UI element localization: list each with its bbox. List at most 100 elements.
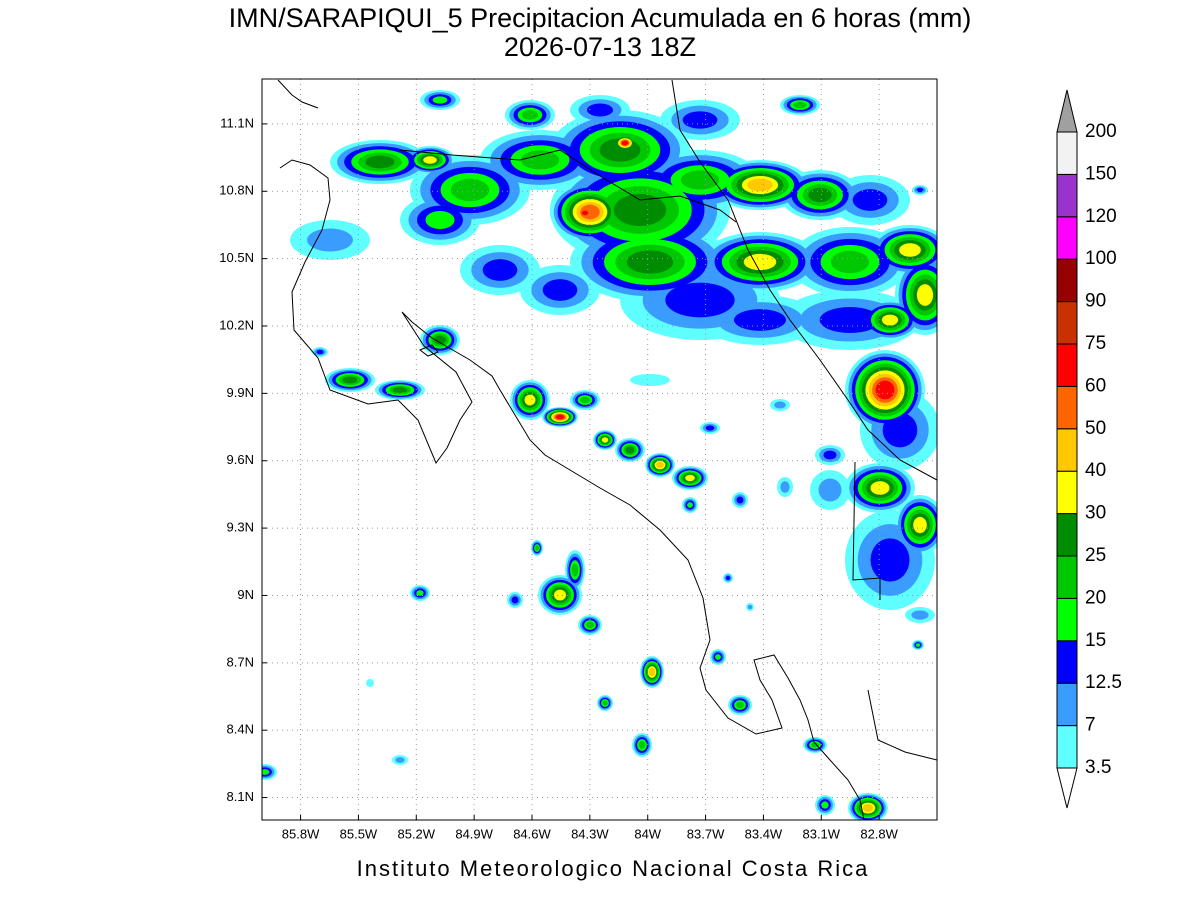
precip-contour: [736, 496, 744, 504]
colorbar-label: 50: [1085, 418, 1106, 439]
precip-contour: [482, 259, 518, 281]
precip-contour: [911, 610, 929, 620]
colorbar-segment: [1056, 131, 1078, 175]
colorbar-segment: [1056, 343, 1078, 387]
precip-contour: [316, 349, 324, 355]
footer: Instituto Meteorologico Nacional Costa R…: [357, 856, 870, 881]
precip-contour: [542, 279, 578, 301]
colorbar-label: 40: [1085, 460, 1106, 481]
precip-contour: [262, 769, 270, 775]
colorbar-segment: [1056, 682, 1078, 727]
colorbar-label: 7: [1085, 715, 1096, 736]
x-tick-label: 84.3W: [571, 826, 609, 841]
precip-contour: [870, 538, 910, 582]
title: IMN/SARAPIQUI_5 Precipitacion Acumulada …: [229, 3, 972, 33]
precip-contour: [416, 590, 424, 596]
colorbar-segment: [1056, 555, 1078, 599]
x-tick-label: 85.5W: [340, 826, 378, 841]
coastline: [671, 79, 937, 481]
x-tick-label: 83.7W: [687, 826, 725, 841]
precip-contour: [747, 178, 773, 192]
colorbar-under: [1056, 767, 1078, 809]
precip-contour: [819, 307, 881, 333]
precip-contour: [916, 284, 934, 306]
precip-contour: [450, 178, 490, 202]
x-tick-label: 84.9W: [455, 826, 493, 841]
precip-contour: [811, 742, 819, 748]
y-tick-label: 8.7N: [227, 654, 254, 669]
colorbar-segment: [1056, 470, 1078, 515]
precip-contour: [520, 150, 560, 170]
y-tick-label: 11.1N: [220, 115, 254, 130]
precip-contour: [580, 396, 590, 404]
precip-contour: [830, 250, 870, 274]
coastline: [277, 79, 319, 109]
y-tick-label: 9.3N: [227, 520, 254, 535]
precip-contour: [747, 604, 753, 610]
y-tick-label: 8.4N: [227, 722, 254, 737]
precip-contour: [875, 380, 895, 400]
precip-contour: [656, 461, 664, 469]
precip-contour: [630, 374, 670, 386]
precip-contour: [587, 103, 613, 117]
precip-contour: [621, 140, 629, 146]
colorbar-label: 120: [1085, 206, 1117, 227]
coastline: [867, 689, 937, 761]
colorbar-label: 12.5: [1085, 672, 1122, 693]
precip-contour: [307, 228, 353, 252]
precip-contour: [780, 481, 790, 493]
precip-contour: [736, 701, 744, 709]
border: [852, 461, 881, 600]
colorbar-segment: [1056, 258, 1078, 303]
precip-contour: [899, 243, 921, 257]
precip-contour: [665, 282, 735, 318]
x-tick-label: 83.4W: [745, 826, 783, 841]
coastlines: [277, 79, 937, 820]
precip-contour: [613, 193, 667, 227]
precip-contour: [366, 679, 374, 687]
precip-contour: [821, 801, 829, 809]
precip-contour: [602, 700, 608, 706]
colorbar-segment: [1056, 597, 1078, 642]
plot-frame: [261, 78, 938, 821]
precip-contour: [774, 401, 786, 409]
subtitle: 2026-07-13 18Z: [504, 32, 696, 62]
precip-contour: [554, 589, 566, 601]
precip-contour: [522, 110, 538, 120]
precip-contour: [916, 187, 924, 193]
precip-contour: [626, 250, 674, 274]
island: [419, 344, 439, 357]
precip-contour: [535, 545, 539, 551]
colorbar-over: [1056, 89, 1078, 133]
precip-contour: [823, 450, 837, 460]
precip-contour: [342, 376, 358, 384]
precip-contour: [524, 394, 536, 406]
precipitation-field: [262, 90, 937, 820]
precip-contour: [870, 481, 890, 495]
y-tick-label: 10.2N: [219, 317, 254, 332]
border: [399, 149, 737, 223]
x-tick-label: 82.8W: [860, 826, 898, 841]
precip-contour: [648, 667, 656, 677]
colorbar-label: 25: [1085, 545, 1106, 566]
colorbar-label: 75: [1085, 333, 1106, 354]
x-tick-label: 84W: [634, 826, 661, 841]
coastline: [279, 159, 865, 820]
colorbar: 3.5 7 12.5 15 20 25 30 40 50 60 75 90 100 120 150 200: [1056, 89, 1122, 809]
y-tick-label: 10.5N: [219, 250, 254, 265]
grid: [262, 79, 937, 820]
colorbar-segment: [1056, 513, 1078, 557]
colorbar-label: 100: [1085, 248, 1117, 269]
precip-contour: [555, 414, 565, 420]
x-tick-label: 85.8W: [282, 826, 320, 841]
colorbar-segment: [1056, 385, 1078, 430]
precip-contour: [808, 187, 832, 203]
precip-contour: [511, 596, 519, 604]
precip-contour: [685, 474, 695, 482]
precip-contour: [638, 741, 646, 749]
colorbar-label: 30: [1085, 503, 1106, 524]
precip-contour: [586, 621, 594, 629]
precip-contour: [818, 478, 842, 502]
x-tick-label: 84.6W: [513, 826, 551, 841]
